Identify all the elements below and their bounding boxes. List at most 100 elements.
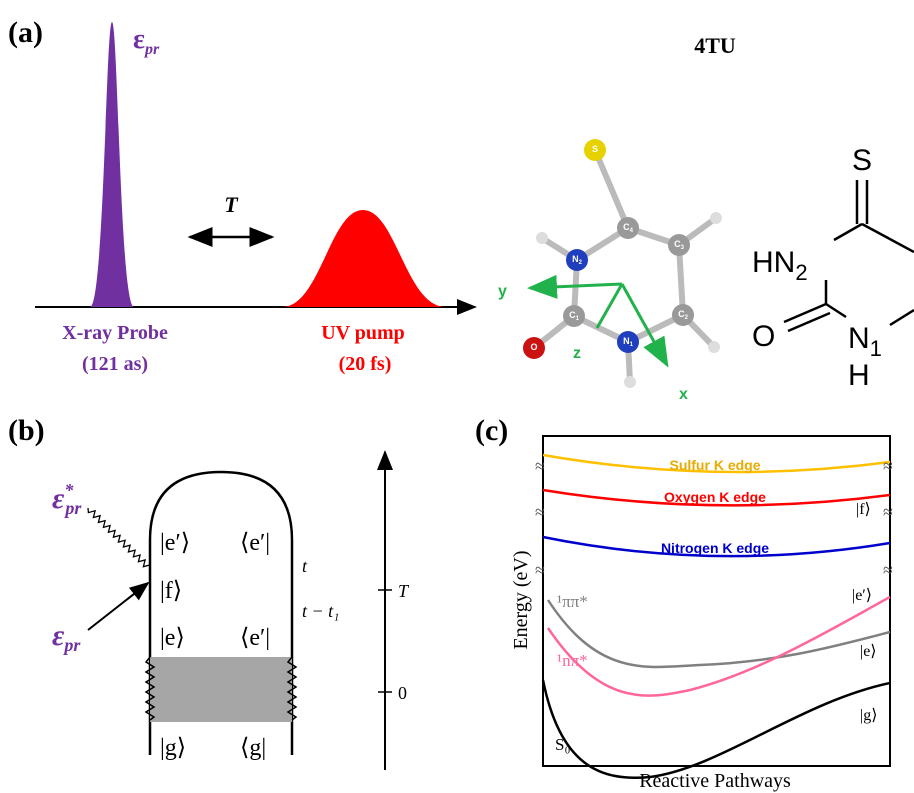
molecule-name: 4TU: [694, 33, 736, 58]
delay-label: T: [224, 192, 239, 217]
probe: εpr: [52, 619, 81, 655]
state: |e⟩: [860, 643, 877, 660]
svg-text:≈: ≈: [883, 456, 893, 476]
subscript: 1: [576, 316, 580, 322]
pump-pulse: [282, 210, 446, 307]
y-axis-label: Energy (eV): [510, 550, 532, 649]
svg-text:≈: ≈: [535, 502, 545, 522]
atom-ball: [566, 249, 588, 271]
plot-frame: [542, 435, 891, 767]
ket: |g⟩: [160, 735, 186, 761]
bra: ⟨e′|: [240, 625, 270, 651]
pump-interaction: [286, 656, 298, 721]
atom-label: S: [592, 144, 598, 154]
curves: [541, 453, 891, 779]
element: N: [572, 254, 579, 264]
atom-label: C4: [623, 222, 634, 233]
superscript: *: [64, 480, 74, 500]
atom-ball: [584, 139, 606, 161]
atom-ball: [523, 337, 545, 359]
atom: O: [752, 320, 775, 353]
edge-label: Oxygen K edge: [664, 489, 766, 505]
atom-ball: [672, 304, 694, 326]
subscript: 2: [579, 260, 583, 266]
probe-label: X-ray Probe: [62, 322, 168, 344]
probe-symbol: εpr: [133, 24, 160, 58]
panel-label: (a): [8, 16, 43, 49]
pump-interaction: [144, 656, 156, 721]
panel-b: (b) |e′⟩ ⟨e′| |f⟩ |e⟩ ⟨e′| |g⟩ ⟨g| t t −…: [8, 414, 410, 770]
element: O: [530, 342, 537, 352]
symbol: ε: [133, 24, 145, 55]
state: |g⟩: [860, 707, 877, 724]
subscript: 1: [630, 342, 634, 348]
subscript: 3: [681, 245, 685, 251]
atom-label: N2: [572, 254, 583, 265]
curve-label: ¹nπ*: [557, 651, 588, 670]
edge-label: Sulfur K edge: [669, 457, 760, 473]
panel-a: (a) εpr T X-ray Probe (121 as) UV pump (…: [8, 16, 914, 403]
atom-ball: [617, 217, 639, 239]
pump-region: [150, 657, 292, 722]
element: C: [674, 239, 681, 249]
atom-label: C3: [674, 239, 685, 250]
svg-text:≈: ≈: [535, 560, 545, 580]
atom: S: [852, 144, 872, 177]
axis-y: y: [498, 283, 507, 300]
skeletal-structure: S HN2 O N1 H: [752, 144, 914, 392]
subscript: pr: [63, 498, 82, 518]
pump-duration: (20 fs): [339, 353, 392, 375]
tick-label: T: [398, 581, 410, 601]
subscript: 1: [870, 336, 882, 361]
axis-breaks: ≈ ≈ ≈ ≈ ≈ ≈: [535, 456, 893, 580]
atom-label: C1: [569, 310, 580, 321]
kets: |e′⟩ ⟨e′| |f⟩ |e⟩ ⟨e′| |g⟩ ⟨g|: [160, 530, 270, 761]
element: N: [623, 336, 630, 346]
probe-arrow: [87, 581, 150, 631]
subscript: pr: [143, 41, 160, 58]
edge-label: Nitrogen K edge: [661, 540, 769, 556]
atom-ball: [668, 234, 690, 256]
element: C: [569, 310, 576, 320]
atom-ball: [563, 305, 585, 327]
atom-ball: [617, 331, 639, 353]
symbol: ε: [52, 619, 65, 652]
ket: |f⟩: [160, 578, 182, 604]
curve-label: ¹ππ*: [557, 592, 588, 611]
state: |e′⟩: [852, 587, 872, 604]
bra: ⟨e′|: [240, 530, 270, 556]
axis-x: x: [679, 386, 688, 403]
atom-label: O: [530, 342, 537, 352]
svg-text:≈: ≈: [883, 560, 893, 580]
text: HN: [752, 246, 795, 279]
panel-c: (c) ≈≈≈ ≈≈≈ Sulfur K edge Oxygen K edge …: [475, 414, 893, 792]
contour: [148, 470, 294, 755]
atom-label: N1: [623, 336, 634, 347]
pump-label: UV pump: [321, 322, 405, 344]
state-labels: |f⟩ |e′⟩ |e⟩ |g⟩: [852, 501, 877, 724]
probe-pulse: [90, 22, 134, 307]
atom: HN2: [752, 246, 808, 285]
svg-text:≈: ≈: [535, 456, 545, 476]
tick-label: 0: [398, 683, 407, 703]
panel-label: (b): [8, 414, 45, 447]
state: |f⟩: [856, 501, 871, 518]
time-label: t: [302, 556, 308, 576]
subscript: pr: [62, 635, 81, 655]
curve-label: S₀: [555, 735, 570, 754]
atom: N1: [848, 322, 882, 361]
svg-text:≈: ≈: [883, 502, 893, 522]
frame-axes: [527, 274, 669, 368]
axis-z: z: [573, 345, 581, 362]
x-axis-label: Reactive Pathways: [639, 770, 791, 792]
ket: |e′⟩: [160, 530, 190, 556]
atom: H: [848, 359, 870, 392]
bra: ⟨g|: [240, 735, 266, 761]
probe-duration: (121 as): [82, 353, 148, 375]
subscript: 2: [795, 260, 807, 285]
element: S: [592, 144, 598, 154]
element: C: [623, 222, 630, 232]
symbol: ε: [52, 482, 65, 515]
